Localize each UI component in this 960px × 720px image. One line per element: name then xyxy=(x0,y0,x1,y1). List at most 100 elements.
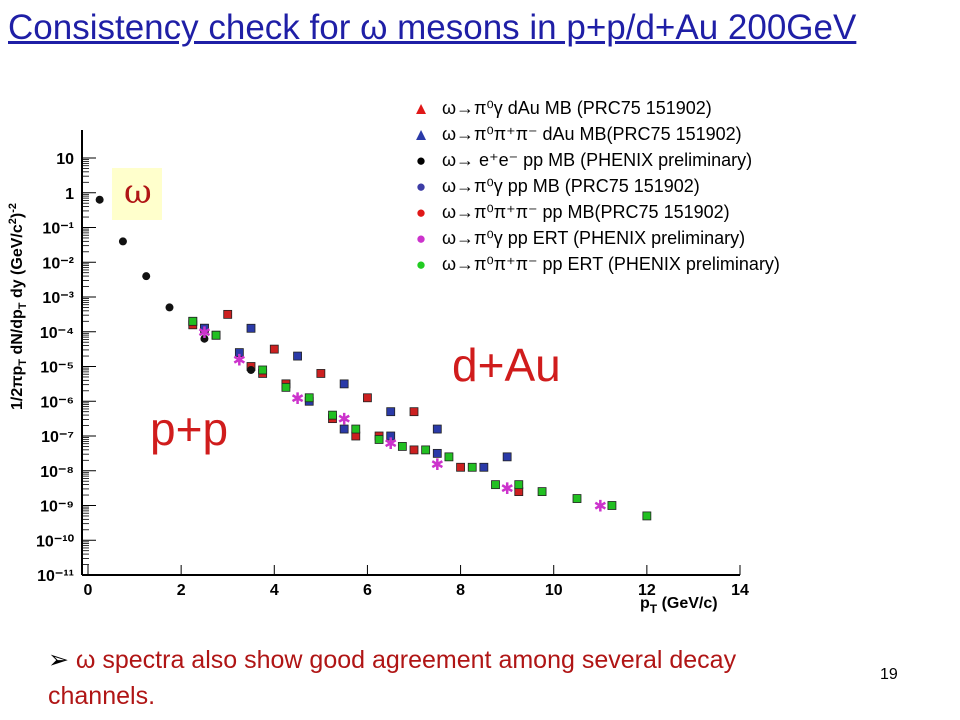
data-point: ✱ xyxy=(500,481,513,498)
data-point xyxy=(246,323,256,333)
y-tick-label: 10⁻² xyxy=(42,255,74,272)
data-point xyxy=(456,462,465,472)
x-tick-group: 0 2 4 6 8 10 12 14 xyxy=(84,565,749,599)
legend-item: ▲ ω→π⁰γ dAu MB (PRC75 151902) xyxy=(410,95,870,121)
legend-item: ● ω→ e⁺e⁻ pp MB (PHENIX preliminary) xyxy=(410,147,870,173)
data-point xyxy=(200,334,209,343)
y-tick-group: 10 1 10⁻¹ 10⁻² 10⁻³ 10⁻⁴ 10⁻⁵ 10⁻⁶ 10⁻⁷ 10⁻⁸ 10⁻⁹ 1… xyxy=(36,151,96,585)
data-point xyxy=(467,462,477,472)
data-point xyxy=(607,501,617,510)
circle-marker-icon: ● xyxy=(415,202,427,222)
data-point xyxy=(409,407,419,417)
data-point xyxy=(200,323,209,333)
legend-label: ω→π⁰γ pp ERT (PHENIX preliminary) xyxy=(442,227,746,248)
omega-label-box xyxy=(112,168,162,220)
pp-label: p+p xyxy=(150,403,229,455)
triangle-marker-icon: ▲ xyxy=(412,98,430,118)
data-point xyxy=(165,303,174,312)
data-point: ✱ xyxy=(291,391,304,408)
data-point xyxy=(502,452,512,462)
data-point xyxy=(247,365,255,374)
y-tick-label: 10⁻⁷ xyxy=(41,429,74,446)
legend-label: ω→π⁰π⁺π⁻ pp ERT (PHENIX preliminary) xyxy=(442,253,780,274)
data-point xyxy=(432,448,442,458)
data-point xyxy=(409,445,419,455)
omega-label: ω xyxy=(124,172,152,212)
data-point xyxy=(211,330,221,340)
data-point xyxy=(421,445,431,455)
x-tick-label: 4 xyxy=(270,582,279,599)
data-point xyxy=(188,316,198,326)
y-tick-label: 10⁻⁵ xyxy=(40,360,74,377)
legend-label: ω→π⁰γ pp MB (PRC75 151902) xyxy=(442,175,700,196)
legend-item: ▲ ω→π⁰π⁺π⁻ dAu MB(PRC75 151902) xyxy=(410,121,870,147)
data-point: ✱ xyxy=(337,412,350,429)
y-tick-label: 10⁻⁶ xyxy=(40,394,74,411)
data-point xyxy=(258,365,268,375)
data-point xyxy=(142,272,151,281)
data-point xyxy=(491,480,500,490)
y-tick-label: 10⁻⁹ xyxy=(40,499,74,516)
legend-label: ω→ e⁺e⁻ pp MB (PHENIX preliminary) xyxy=(442,149,753,170)
data-point xyxy=(479,462,489,472)
bullet-point: ➢ ω spectra also show good agreement amo… xyxy=(48,642,828,714)
y-tick-label: 10 xyxy=(56,151,74,168)
legend-item: ● ω→π⁰π⁺π⁻ pp MB(PRC75 151902) xyxy=(410,199,870,225)
data-point xyxy=(642,511,652,521)
legend-item: ● ω→π⁰π⁺π⁻ pp ERT (PHENIX preliminary) xyxy=(410,251,870,277)
legend-item: ● ω→π⁰γ pp ERT (PHENIX preliminary) xyxy=(410,225,870,251)
x-tick-label: 0 xyxy=(84,582,93,599)
data-point xyxy=(234,348,244,358)
y-tick-label: 10⁻⁸ xyxy=(40,464,74,481)
data-point xyxy=(281,382,291,392)
data-point xyxy=(328,410,337,420)
legend-label: ω→π⁰γ dAu MB (PRC75 151902) xyxy=(442,97,712,118)
data-point xyxy=(223,309,233,319)
circle-marker-icon: ● xyxy=(415,176,427,196)
dau-label: d+Au xyxy=(452,339,561,391)
x-tick-label: 2 xyxy=(177,582,186,599)
data-point xyxy=(514,480,524,490)
data-point: ✱ xyxy=(233,353,246,370)
data-point xyxy=(432,424,442,434)
data-point xyxy=(537,487,547,497)
data-point xyxy=(397,442,407,451)
circle-marker-icon: ● xyxy=(415,254,427,274)
bullet-text: ω spectra also show good agreement among… xyxy=(48,646,737,710)
y-tick-label: 10⁻¹ xyxy=(42,221,74,238)
circle-marker-icon: ● xyxy=(415,228,427,248)
data-point: ✱ xyxy=(431,457,444,474)
y-tick-label: 10⁻³ xyxy=(42,290,74,307)
x-tick-label: 12 xyxy=(638,582,656,599)
legend: ▲ ω→π⁰γ dAu MB (PRC75 151902) ▲ ω→π⁰π⁺π⁻ dA… xyxy=(410,95,870,277)
data-point: ✱ xyxy=(384,436,397,453)
legend-label: ω→π⁰π⁺π⁻ pp MB(PRC75 151902) xyxy=(442,201,730,222)
data-point xyxy=(269,344,279,354)
y-tick-label: 10⁻¹⁰ xyxy=(36,533,75,550)
triangle-marker-icon: ▲ xyxy=(412,124,430,144)
legend-label: ω→π⁰π⁺π⁻ dAu MB(PRC75 151902) xyxy=(442,123,742,144)
page-number: 19 xyxy=(880,666,898,683)
data-point xyxy=(339,424,349,434)
data-point-group: ✱ ✱ ✱ ✱ ✱ ✱ ✱ ✱ xyxy=(95,195,652,521)
data-point xyxy=(351,424,361,434)
data-point xyxy=(386,407,396,417)
y-tick-label: 1 xyxy=(65,186,74,203)
pp-label-box xyxy=(135,390,260,468)
data-point xyxy=(118,237,127,246)
slide-title: Consistency check for ω mesons in p+p/d+… xyxy=(8,8,857,47)
y-axis-label: 1/2πpT dN/dpT dy (GeV/c2)-2 xyxy=(7,203,29,410)
circle-marker-icon: ● xyxy=(415,150,427,170)
x-tick-label: 14 xyxy=(731,582,749,599)
legend-item: ● ω→π⁰γ pp MB (PRC75 151902) xyxy=(410,173,870,199)
data-point xyxy=(304,393,314,403)
data-point xyxy=(386,431,396,441)
x-tick-label: 10 xyxy=(545,582,563,599)
data-point: ✱ xyxy=(198,325,211,342)
data-point xyxy=(374,435,384,444)
data-point xyxy=(572,494,582,503)
data-point xyxy=(316,369,326,378)
y-tick-label: 10⁻¹¹ xyxy=(37,568,74,585)
data-point xyxy=(293,351,302,361)
data-point xyxy=(444,452,454,462)
